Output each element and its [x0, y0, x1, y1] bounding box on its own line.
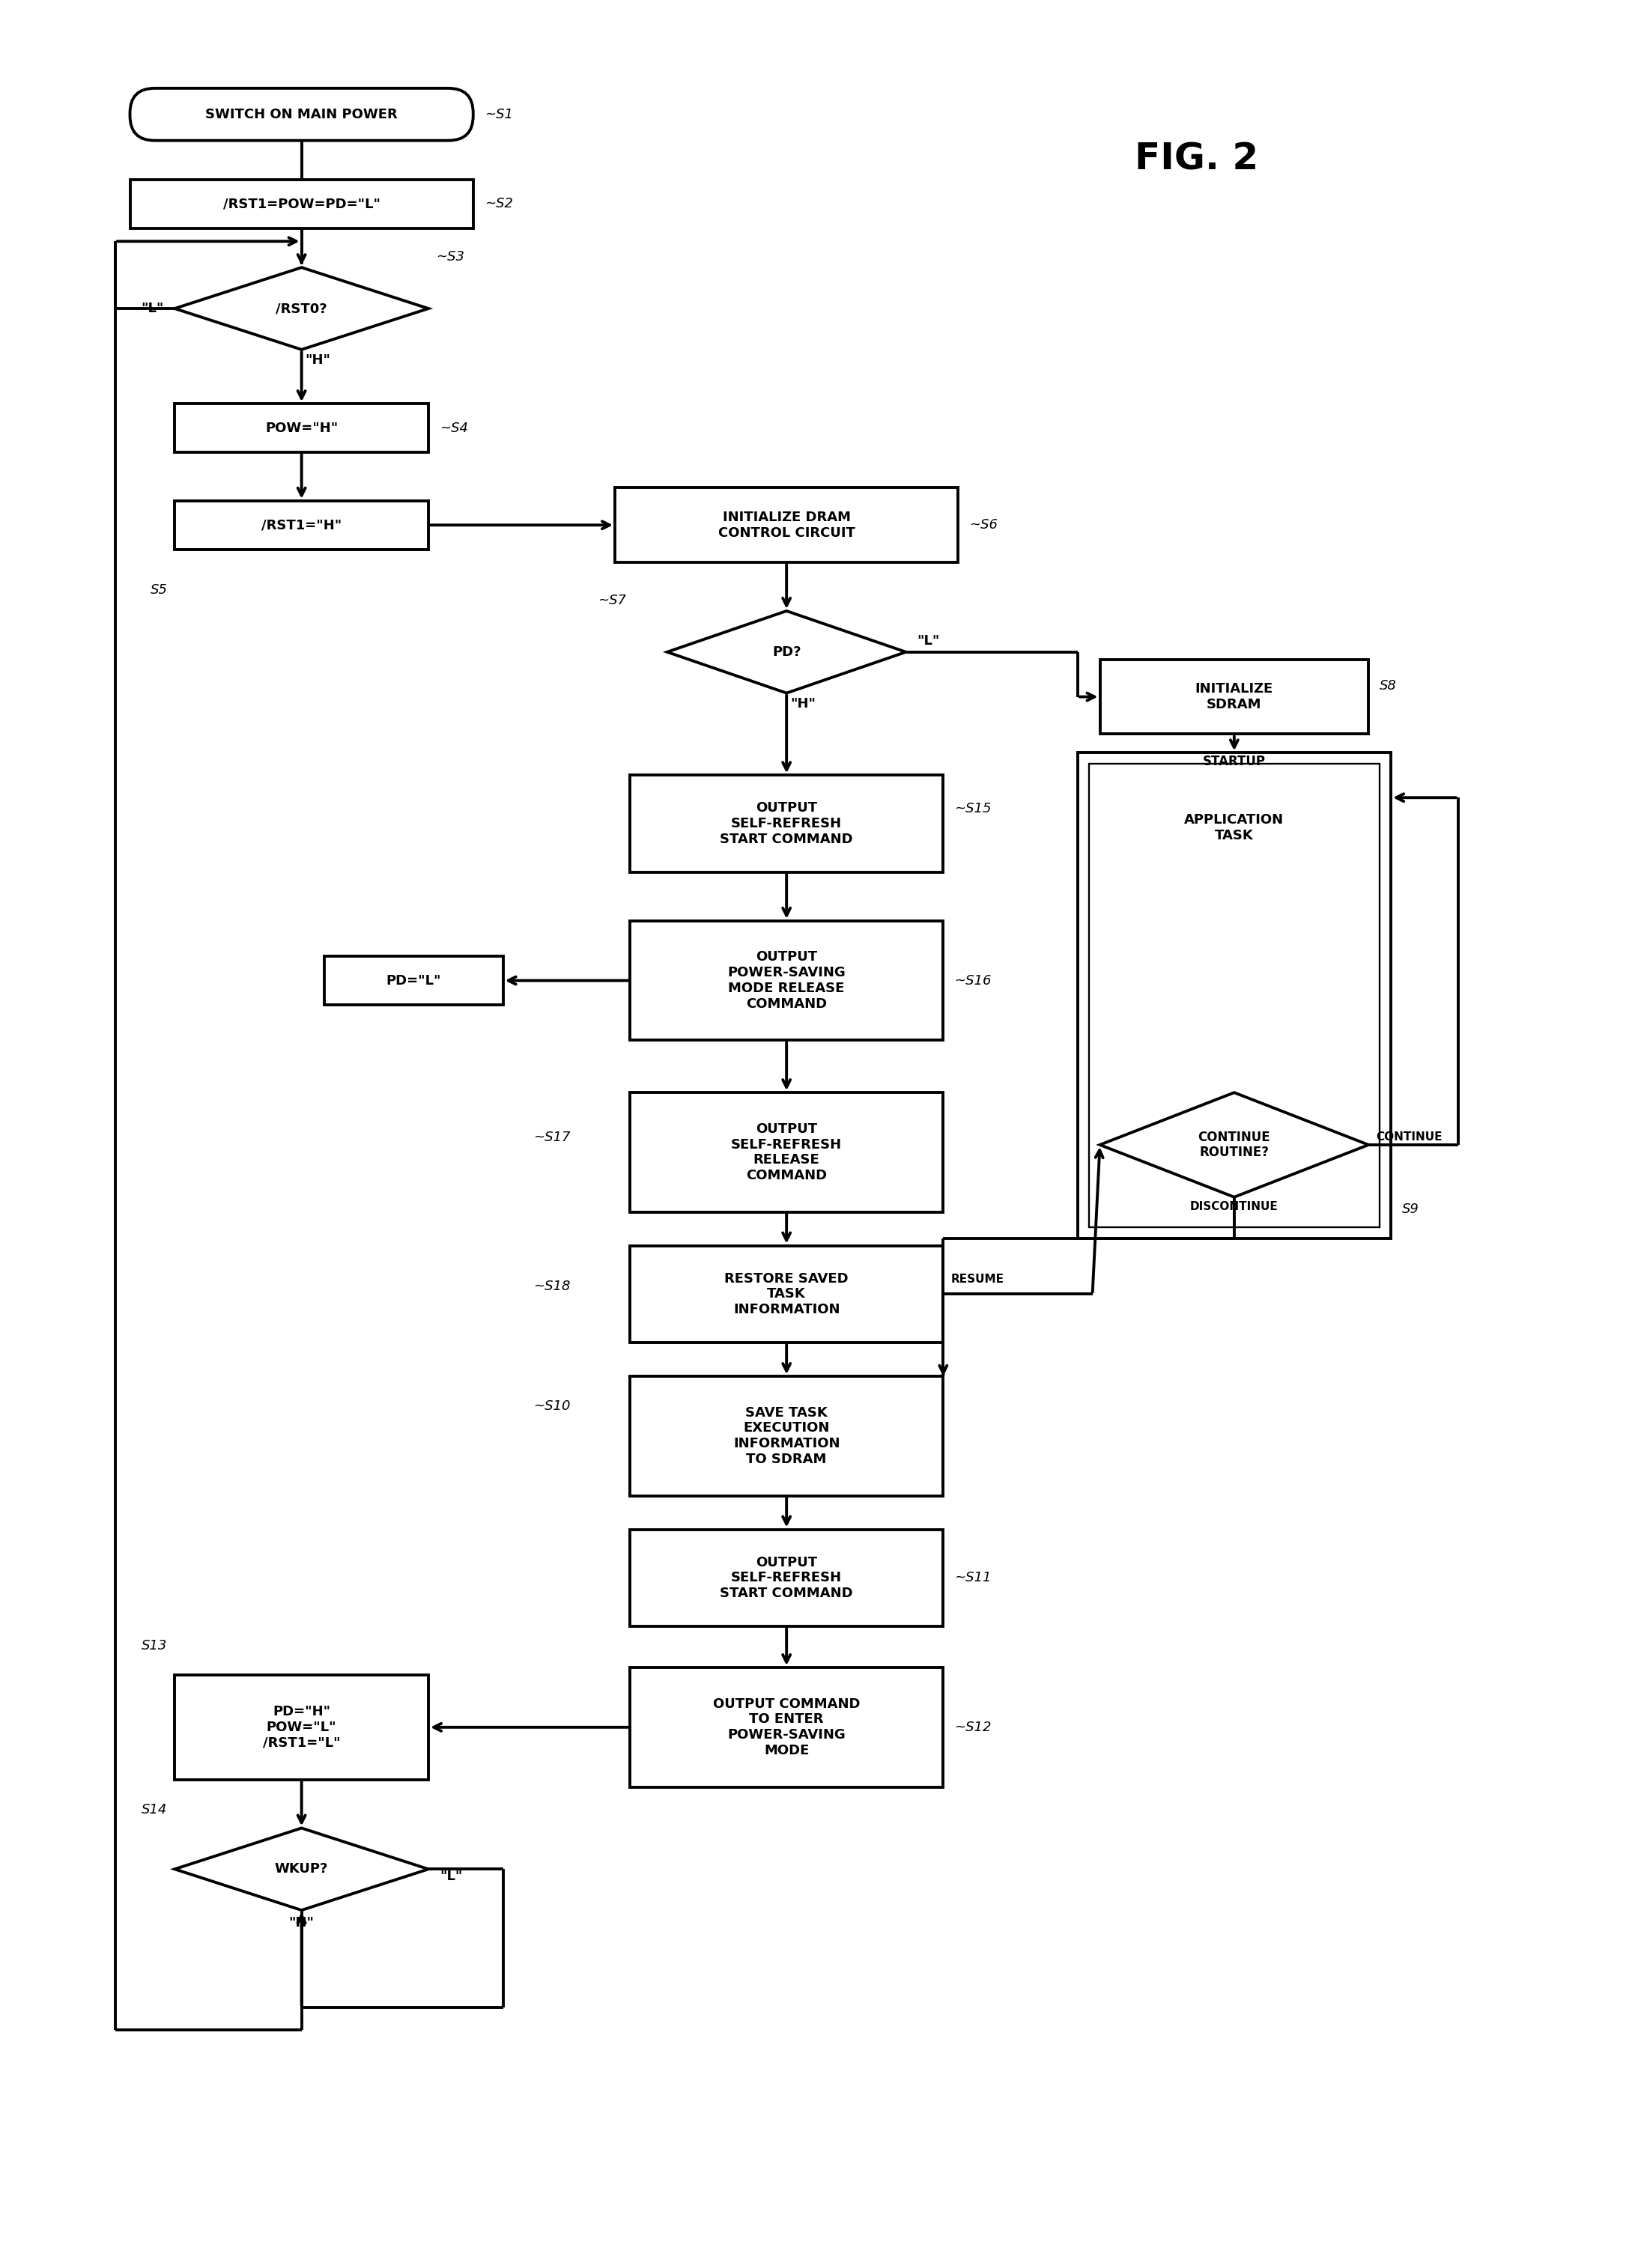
Text: /RST1="H": /RST1="H" [262, 519, 342, 531]
Text: /RST0?: /RST0? [276, 302, 327, 315]
Text: S13: S13 [142, 1640, 167, 1653]
Text: ~S3: ~S3 [437, 249, 464, 263]
Text: ~S11: ~S11 [955, 1572, 991, 1585]
Text: CONTINUE
ROUTINE?: CONTINUE ROUTINE? [1198, 1129, 1270, 1159]
Bar [629, 776, 943, 873]
Text: ~S6: ~S6 [970, 519, 997, 531]
Text: "L": "L" [917, 635, 940, 649]
FancyBboxPatch shape [129, 88, 473, 141]
Text: ~S16: ~S16 [955, 973, 991, 987]
Bar [629, 1093, 943, 1211]
Text: /RST1=POW=PD="L": /RST1=POW=PD="L" [222, 197, 381, 211]
Text: S8: S8 [1380, 678, 1396, 692]
Polygon shape [175, 268, 428, 349]
Text: OUTPUT
SELF-REFRESH
START COMMAND: OUTPUT SELF-REFRESH START COMMAND [719, 801, 853, 846]
Text: ~S15: ~S15 [955, 803, 991, 816]
Text: OUTPUT
POWER-SAVING
MODE RELEASE
COMMAND: OUTPUT POWER-SAVING MODE RELEASE COMMAND [728, 950, 845, 1012]
Bar [629, 1529, 943, 1626]
Text: ~S7: ~S7 [598, 594, 626, 608]
Text: INITIALIZE
SDRAM: INITIALIZE SDRAM [1195, 683, 1274, 712]
Polygon shape [175, 1828, 428, 1910]
Bar [175, 1676, 428, 1780]
Text: RESTORE SAVED
TASK
INFORMATION: RESTORE SAVED TASK INFORMATION [724, 1272, 849, 1315]
Text: STARTUP: STARTUP [1203, 755, 1265, 769]
Text: S9: S9 [1403, 1202, 1419, 1216]
Text: "L": "L" [440, 1869, 463, 1882]
Text: RESUME: RESUME [950, 1275, 1004, 1286]
Bar [629, 921, 943, 1041]
Bar [175, 404, 428, 451]
Text: ~S17: ~S17 [533, 1132, 571, 1143]
Text: SWITCH ON MAIN POWER: SWITCH ON MAIN POWER [206, 107, 397, 120]
Text: ~S12: ~S12 [955, 1721, 991, 1735]
Text: "H": "H" [306, 354, 330, 367]
Text: PD="H"
POW="L"
/RST1="L": PD="H" POW="L" /RST1="L" [263, 1706, 340, 1749]
Text: SAVE TASK
EXECUTION
INFORMATION
TO SDRAM: SAVE TASK EXECUTION INFORMATION TO SDRAM [732, 1406, 840, 1465]
Text: OUTPUT COMMAND
TO ENTER
POWER-SAVING
MODE: OUTPUT COMMAND TO ENTER POWER-SAVING MOD… [713, 1696, 860, 1758]
Text: FIG. 2: FIG. 2 [1135, 141, 1259, 177]
Bar [129, 179, 473, 229]
Text: PD?: PD? [772, 646, 801, 658]
Bar [1100, 660, 1368, 735]
Text: "H": "H" [289, 1916, 314, 1930]
Text: ~S1: ~S1 [484, 107, 513, 120]
Polygon shape [1100, 1093, 1368, 1198]
Text: APPLICATION
TASK: APPLICATION TASK [1184, 812, 1283, 841]
Text: ~S10: ~S10 [533, 1399, 571, 1413]
Bar [629, 1667, 943, 1787]
Text: "H": "H" [790, 696, 816, 710]
Text: OUTPUT
SELF-REFRESH
RELEASE
COMMAND: OUTPUT SELF-REFRESH RELEASE COMMAND [731, 1123, 842, 1182]
Bar [175, 501, 428, 549]
Bar [629, 1245, 943, 1343]
Text: PD="L": PD="L" [386, 973, 441, 987]
Bar [324, 957, 504, 1005]
Bar [629, 1377, 943, 1497]
Text: S14: S14 [142, 1803, 167, 1817]
Text: DISCONTINUE: DISCONTINUE [1190, 1200, 1279, 1211]
Text: ~S18: ~S18 [533, 1279, 571, 1293]
Text: CONTINUE: CONTINUE [1377, 1132, 1442, 1143]
Bar [1077, 753, 1391, 1238]
Text: ~S4: ~S4 [440, 422, 468, 435]
Text: OUTPUT
SELF-REFRESH
START COMMAND: OUTPUT SELF-REFRESH START COMMAND [719, 1556, 853, 1601]
Text: S5: S5 [150, 583, 167, 596]
Text: POW="H": POW="H" [265, 422, 338, 435]
Text: WKUP?: WKUP? [275, 1862, 329, 1876]
Text: ~S2: ~S2 [484, 197, 513, 211]
Text: "L": "L" [141, 302, 164, 315]
Text: INITIALIZE DRAM
CONTROL CIRCUIT: INITIALIZE DRAM CONTROL CIRCUIT [718, 510, 855, 540]
Bar [615, 488, 958, 562]
Polygon shape [667, 610, 906, 694]
Bar [1089, 764, 1380, 1227]
